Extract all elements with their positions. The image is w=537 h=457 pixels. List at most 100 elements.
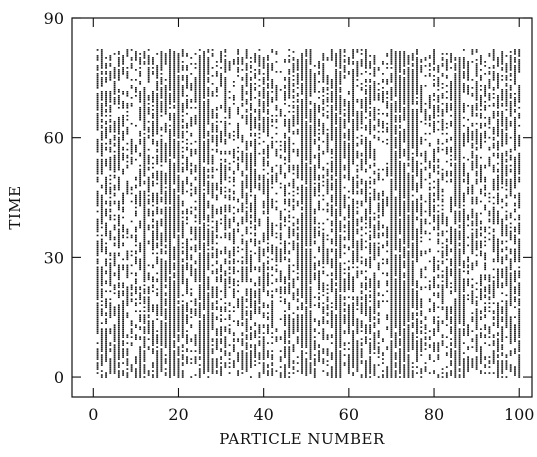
- event-point: [254, 180, 257, 183]
- event-point: [288, 55, 291, 57]
- event-point: [156, 318, 159, 321]
- event-point: [186, 148, 188, 151]
- event-point: [258, 326, 261, 328]
- event-point: [220, 81, 222, 83]
- event-point: [177, 288, 180, 291]
- event-point: [301, 268, 303, 271]
- event-point: [224, 102, 227, 105]
- event-point: [254, 218, 257, 221]
- event-point: [279, 248, 282, 251]
- event-point: [288, 314, 291, 317]
- event-point: [143, 57, 146, 59]
- event-point: [96, 162, 99, 165]
- event-point: [254, 238, 257, 241]
- event-point: [271, 96, 274, 99]
- event-point: [113, 162, 116, 165]
- event-point: [301, 264, 303, 267]
- event-point: [198, 222, 201, 225]
- event-point: [258, 296, 261, 299]
- event-point: [284, 186, 286, 189]
- event-point: [301, 302, 303, 305]
- event-point: [96, 366, 99, 368]
- event-point: [279, 288, 282, 291]
- event-point: [169, 71, 171, 73]
- event-point: [173, 152, 176, 155]
- event-point: [228, 314, 231, 317]
- event-point: [177, 152, 180, 155]
- event-point: [147, 130, 150, 133]
- event-point: [177, 358, 180, 360]
- event-point: [262, 340, 265, 342]
- event-point: [292, 63, 295, 65]
- event-point: [224, 98, 227, 101]
- event-point: [207, 296, 210, 299]
- event-point: [186, 156, 188, 159]
- event-point: [203, 348, 205, 350]
- event-point: [198, 346, 201, 348]
- event-point: [194, 98, 197, 101]
- event-point: [100, 290, 103, 293]
- event-point: [139, 268, 142, 271]
- event-point: [284, 348, 286, 350]
- event-point: [100, 226, 103, 229]
- event-point: [301, 282, 303, 285]
- event-point: [164, 224, 167, 227]
- event-point: [258, 332, 261, 334]
- event-point: [224, 282, 227, 285]
- event-point: [186, 100, 188, 103]
- event-point: [117, 312, 120, 315]
- event-point: [143, 306, 146, 309]
- event-point: [271, 222, 274, 225]
- event-point: [156, 67, 159, 69]
- event-point: [245, 81, 248, 83]
- event-point: [288, 69, 291, 71]
- event-point: [296, 130, 299, 133]
- event-point: [100, 310, 103, 313]
- event-point: [173, 178, 176, 181]
- event-point: [211, 67, 214, 69]
- event-point: [169, 89, 171, 91]
- event-point: [100, 344, 103, 346]
- event-point: [126, 93, 129, 95]
- event-point: [156, 350, 159, 352]
- event-point: [194, 220, 197, 223]
- event-point: [169, 170, 171, 173]
- event-point: [160, 126, 163, 129]
- event-point: [284, 316, 286, 319]
- event-point: [224, 362, 227, 364]
- event-point: [249, 182, 252, 185]
- event-point: [134, 184, 137, 187]
- event-point: [203, 168, 205, 171]
- event-point: [203, 214, 205, 217]
- event-point: [173, 284, 176, 287]
- event-point: [164, 308, 167, 311]
- event-point: [156, 342, 159, 344]
- event-point: [117, 342, 120, 344]
- event-point: [258, 292, 261, 295]
- event-point: [134, 282, 137, 285]
- event-point: [156, 232, 159, 235]
- event-point: [169, 344, 171, 346]
- event-point: [203, 252, 205, 255]
- event-point: [147, 198, 150, 201]
- event-point: [203, 368, 205, 370]
- event-point: [228, 302, 231, 305]
- event-point: [177, 324, 180, 326]
- event-point: [262, 168, 265, 171]
- event-point: [105, 306, 107, 309]
- event-point: [181, 242, 184, 245]
- event-point: [224, 81, 227, 83]
- event-point: [173, 296, 176, 299]
- event-point: [254, 61, 257, 63]
- event-point: [194, 304, 197, 307]
- event-point: [160, 184, 163, 187]
- event-point: [262, 91, 265, 93]
- event-point: [113, 138, 116, 141]
- event-point: [130, 144, 133, 147]
- event-point: [249, 61, 252, 63]
- event-point: [245, 314, 248, 317]
- event-point: [117, 356, 120, 358]
- event-point: [143, 204, 146, 207]
- event-point: [198, 178, 201, 181]
- event-point: [232, 252, 235, 255]
